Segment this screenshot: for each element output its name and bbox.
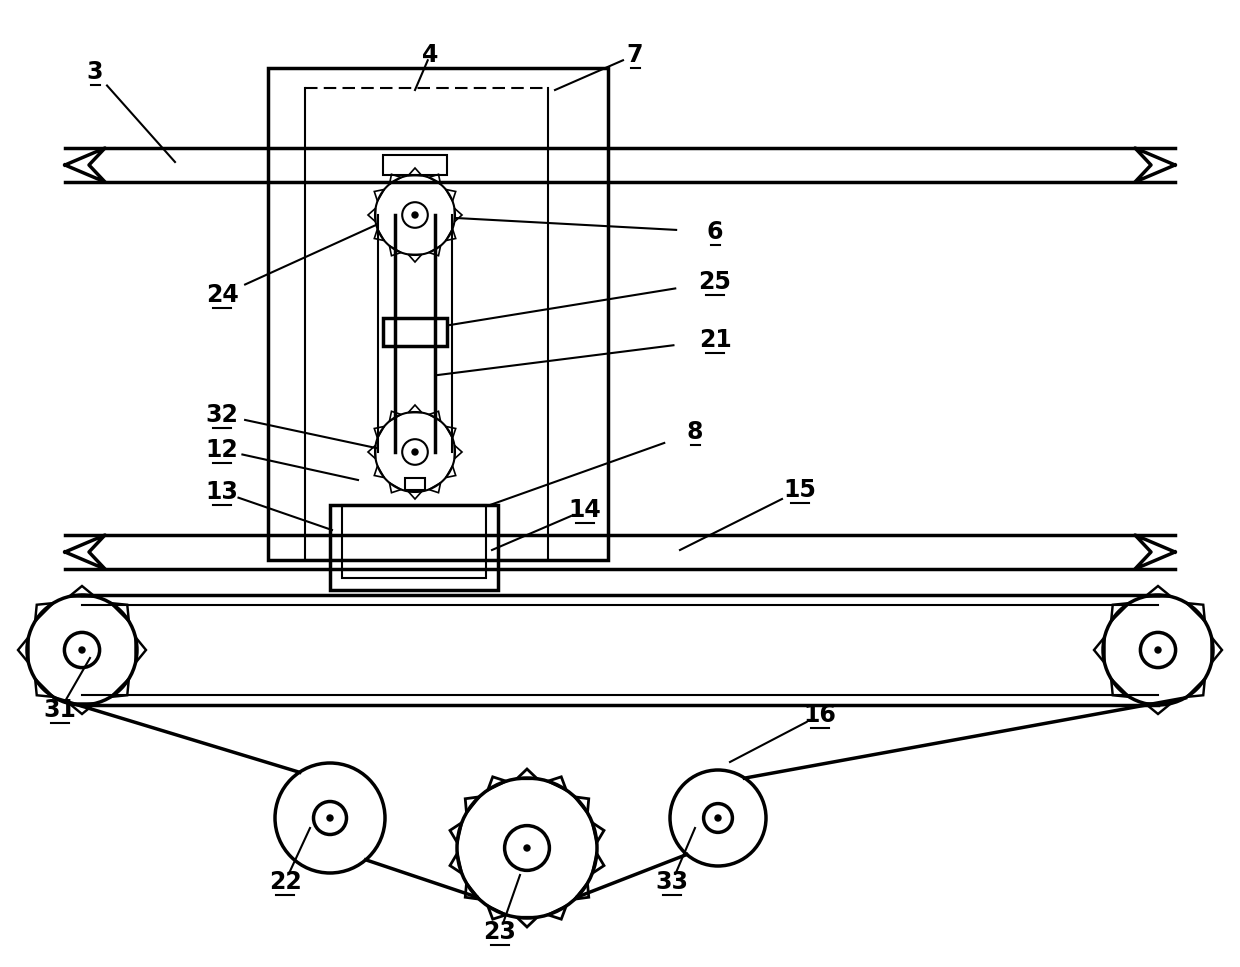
Circle shape [79, 647, 86, 653]
Text: 23: 23 [484, 920, 516, 944]
Circle shape [412, 212, 418, 218]
Text: 24: 24 [206, 283, 238, 307]
Text: 7: 7 [626, 43, 644, 67]
Text: 8: 8 [687, 420, 703, 444]
Text: 22: 22 [269, 870, 301, 894]
Bar [342, 505, 486, 578]
Text: 32: 32 [206, 403, 238, 427]
Text: 16: 16 [804, 703, 837, 727]
Text: 4: 4 [422, 43, 438, 67]
Text: 21: 21 [698, 328, 732, 352]
Text: 33: 33 [656, 870, 688, 894]
Text: 14: 14 [569, 498, 601, 522]
Bar [268, 68, 608, 560]
Bar [383, 155, 446, 175]
Text: 15: 15 [784, 478, 816, 502]
Text: 12: 12 [206, 438, 238, 462]
Text: 25: 25 [698, 270, 732, 294]
Circle shape [412, 449, 418, 455]
Circle shape [715, 815, 720, 821]
Text: 6: 6 [707, 220, 723, 244]
Bar [405, 478, 425, 490]
Circle shape [525, 845, 529, 851]
Text: 31: 31 [43, 698, 77, 722]
Circle shape [1154, 647, 1161, 653]
Bar [383, 318, 446, 346]
Text: 3: 3 [87, 60, 103, 84]
Bar [330, 505, 498, 590]
Circle shape [327, 815, 334, 821]
Text: 13: 13 [206, 480, 238, 504]
